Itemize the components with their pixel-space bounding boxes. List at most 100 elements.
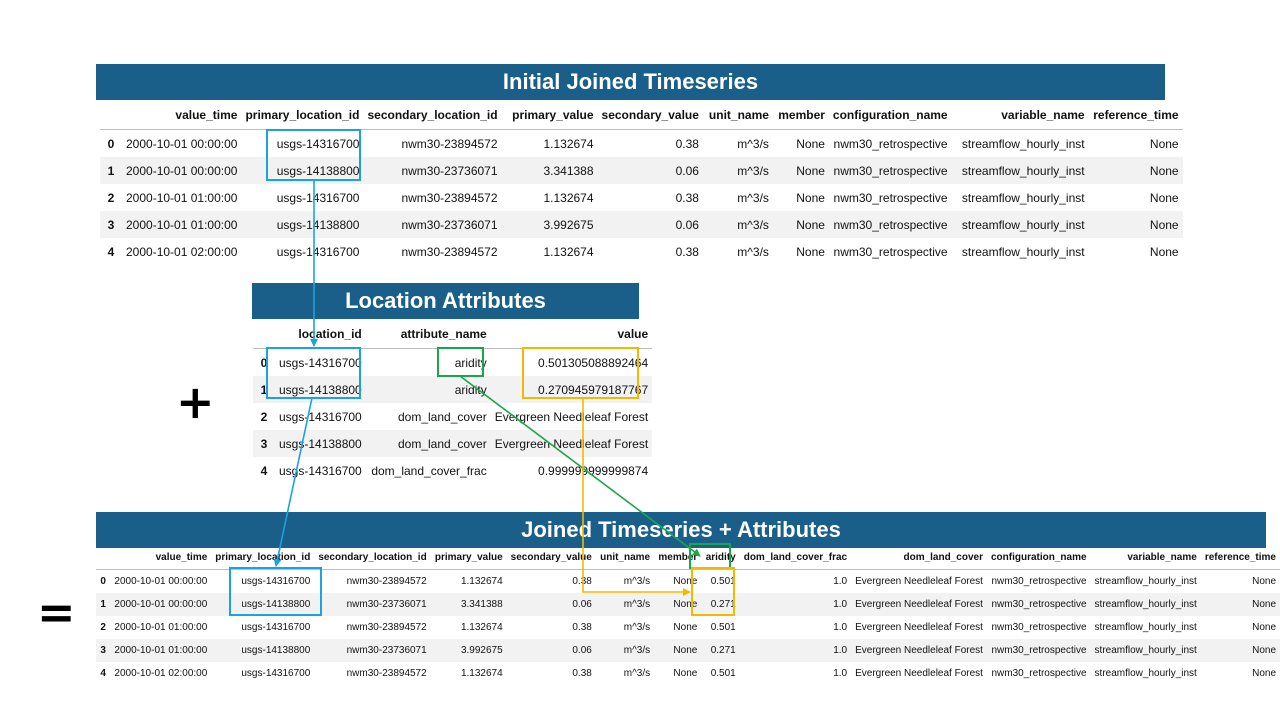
table-cell: streamflow_hourly_inst [1094, 668, 1197, 679]
table-row: 1 usgs-14138800 aridity 0.27094597918776… [253, 376, 653, 403]
table-cell: 3.992675 [543, 217, 594, 232]
table-cell: 1.132674 [460, 668, 503, 679]
column-header [100, 101, 122, 130]
table-cell: 2000-10-01 01:00:00 [114, 645, 208, 656]
table-cell: nwm30_retrospective [991, 668, 1087, 679]
table-cell: 2000-10-01 02:00:00 [114, 668, 208, 679]
table-cell: 0.271 [710, 599, 736, 610]
table-row: 2 usgs-14316700 dom_land_cover Evergreen… [253, 403, 652, 430]
table-row: 4 2000-10-01 02:00:00 usgs-14316700 nwm3… [96, 662, 1280, 685]
column-header: unit_name [708, 108, 769, 122]
table-row: 4 2000-10-01 02:00:00 usgs-14316700 nwm3… [100, 238, 1183, 265]
row-index: 1 [260, 382, 268, 397]
column-header [253, 320, 275, 349]
column-header: variable_name [1001, 108, 1085, 122]
table-cell: nwm30_retrospective [833, 190, 948, 205]
table-cell: usgs-14138800 [279, 436, 362, 451]
column-header: secondary_value [601, 108, 699, 122]
table-header-row: value_time primary_location_id secondary… [100, 101, 1183, 130]
table-cell: m^3/s [623, 645, 651, 656]
table-row: 3 2000-10-01 01:00:00 usgs-14138800 nwm3… [100, 211, 1183, 238]
table-cell: 2000-10-01 00:00:00 [126, 136, 238, 151]
table-cell: usgs-14138800 [276, 217, 360, 232]
table-cell: nwm30_retrospective [833, 136, 948, 151]
column-header: unit_name [600, 552, 651, 563]
table-cell: m^3/s [737, 217, 769, 232]
table-cell: dom_land_cover [398, 409, 487, 424]
table-cell: nwm30_retrospective [833, 163, 948, 178]
column-header: member [658, 552, 698, 563]
table-cell: Evergreen Needleleaf Forest [855, 622, 983, 633]
table-row: 4 usgs-14316700 dom_land_cover_frac 0.99… [253, 457, 652, 484]
table-cell: None [1252, 622, 1276, 633]
table-cell: 0.501 [710, 668, 736, 679]
table-row: 0 2000-10-01 00:00:00 usgs-14316700 nwm3… [100, 130, 1183, 158]
table-cell: None [1149, 190, 1179, 205]
table-cell: streamflow_hourly_inst [1094, 576, 1197, 587]
table-cell: None [1252, 668, 1276, 679]
table-cell: aridity [454, 355, 487, 370]
table-cell: streamflow_hourly_inst [1094, 599, 1197, 610]
table-cell: None [1252, 645, 1276, 656]
table-row: 2 2000-10-01 01:00:00 usgs-14316700 nwm3… [96, 616, 1280, 639]
table-cell: 1.132674 [460, 576, 503, 587]
table-cell: None [673, 622, 698, 633]
joined-table-title: Joined Timeseries + Attributes [96, 512, 1266, 548]
table-header-row: location_id attribute_name value [253, 320, 653, 349]
table-cell: 0.06 [675, 163, 699, 178]
column-header [96, 546, 110, 570]
table-row: 1 2000-10-01 00:00:00 usgs-14138800 nwm3… [96, 593, 1280, 616]
table-cell: None [673, 576, 698, 587]
column-header: primary_location_id [245, 108, 360, 122]
table-cell: nwm30_retrospective [991, 576, 1087, 587]
table-cell: None [796, 136, 825, 151]
table-cell: nwm30_retrospective [991, 645, 1087, 656]
table-cell: 2000-10-01 01:00:00 [126, 190, 238, 205]
table-cell: usgs-14138800 [276, 163, 360, 178]
table-row: 3 usgs-14138800 dom_land_cover Evergreen… [253, 430, 653, 457]
table-cell: m^3/s [623, 576, 651, 587]
table-cell: None [1149, 136, 1179, 151]
table-cell: 1.0 [833, 576, 848, 587]
table-cell: 1.132674 [543, 190, 594, 205]
column-header: location_id [298, 327, 362, 341]
initial-table-title: Initial Joined Timeseries [96, 64, 1165, 100]
column-header: primary_value [512, 108, 594, 122]
table-cell: None [1149, 244, 1179, 259]
table-cell: m^3/s [737, 190, 769, 205]
table-row: 0 usgs-14316700 aridity 0.50130508889246… [253, 349, 652, 377]
table-cell: usgs-14316700 [279, 355, 362, 370]
table-cell: 0.38 [572, 576, 592, 587]
table-cell: 0.06 [572, 599, 592, 610]
table-cell: streamflow_hourly_inst [961, 136, 1085, 151]
table-cell: None [1252, 576, 1276, 587]
table-cell: streamflow_hourly_inst [961, 217, 1085, 232]
column-header: reference_time [1093, 108, 1179, 122]
table-cell: None [796, 163, 825, 178]
column-header: attribute_name [400, 327, 487, 341]
table-cell: None [796, 244, 825, 259]
table-cell: 3.341388 [543, 163, 594, 178]
table-cell: usgs-14316700 [241, 668, 311, 679]
column-header: secondary_location_id [367, 108, 498, 122]
row-index: 1 [100, 599, 106, 610]
table-cell: usgs-14138800 [279, 382, 362, 397]
table-cell: 1.132674 [543, 244, 594, 259]
table-cell: 0.06 [572, 645, 592, 656]
row-index: 0 [260, 355, 268, 370]
table-cell: 1.0 [833, 622, 848, 633]
table-cell: 0.38 [675, 136, 699, 151]
table-cell: 0.271 [710, 645, 736, 656]
table-cell: 0.38 [572, 668, 592, 679]
row-index: 3 [107, 217, 115, 232]
table-header-row: value_time primary_location_id secondary… [96, 546, 1280, 570]
table-cell: Evergreen Needleleaf Forest [855, 599, 983, 610]
table-row: 0 2000-10-01 00:00:00 usgs-14316700 nwm3… [96, 570, 1280, 594]
table-cell: 2000-10-01 00:00:00 [126, 163, 238, 178]
row-index: 0 [100, 576, 106, 587]
attributes-table-title: Location Attributes [252, 283, 639, 319]
row-index: 3 [260, 436, 268, 451]
table-cell: streamflow_hourly_inst [1094, 622, 1197, 633]
column-header: aridity [705, 552, 736, 563]
table-cell: None [673, 668, 698, 679]
